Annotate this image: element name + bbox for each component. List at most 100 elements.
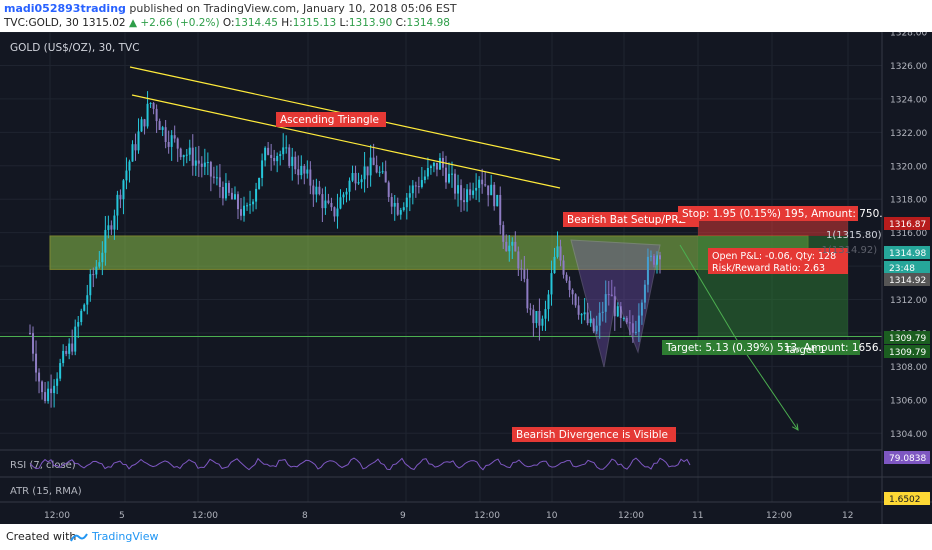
time-axis[interactable]: 12:00 5 12:00 8 9 12:00 10 12:00 11 12:00 12 <box>44 511 853 521</box>
trendline-lower <box>131 94 561 189</box>
bat-pattern <box>570 239 661 368</box>
chart-area[interactable]: Ascending Triangle Bearish Bat Setup/PRZ B… <box>0 29 932 524</box>
price-axis[interactable]: 1304.001306.001308.001310.001312.001314.… <box>881 29 932 524</box>
candle-body <box>122 180 125 200</box>
x-tick-label: 12 <box>842 511 853 521</box>
candle-body <box>264 147 267 161</box>
candle-body <box>646 256 649 285</box>
publication-line: madi052893trading published on TradingVi… <box>4 2 457 15</box>
candle-body <box>556 246 559 257</box>
y-tick-label: 1328.00 <box>890 32 927 39</box>
candle-body <box>318 186 321 195</box>
candle-body <box>53 385 56 394</box>
candle-body <box>559 246 562 261</box>
candle-body <box>375 164 378 173</box>
y-tick-label: 1308.00 <box>890 363 927 373</box>
chart-svg[interactable]: Ascending Triangle Bearish Bat Setup/PRZ B… <box>0 29 932 524</box>
candle-body <box>535 310 538 324</box>
candle-body <box>158 121 161 130</box>
candle-body <box>218 177 221 187</box>
candle-body <box>414 185 417 187</box>
candle-body <box>652 255 655 265</box>
candle-body <box>92 274 95 276</box>
price-tag <box>884 246 930 259</box>
candle-body <box>649 255 652 257</box>
candle-body <box>432 162 435 167</box>
candle-body <box>333 207 336 217</box>
candle-body <box>182 155 185 158</box>
candle-body <box>297 169 300 176</box>
x-tick-label: 12:00 <box>192 511 218 521</box>
candle-body <box>47 388 50 402</box>
candle-body <box>209 162 212 177</box>
candle-body <box>306 169 309 174</box>
candle-body <box>68 343 71 354</box>
stop-label: Stop: 1.95 (0.15%) 195, Amount: 750.4 <box>682 208 890 220</box>
tradingview-logo-icon <box>70 533 88 542</box>
candle-body <box>249 204 252 206</box>
candle-body <box>655 255 658 265</box>
candle-body <box>438 157 441 170</box>
candle-body <box>273 157 276 162</box>
x-tick-label: 12:00 <box>44 511 70 521</box>
candle-body <box>131 144 134 162</box>
candle-body <box>95 266 98 275</box>
drawings-layer: Ascending Triangle Bearish Bat Setup/PRZ B… <box>129 66 896 442</box>
candle-body <box>65 350 68 354</box>
candle-body <box>378 171 381 173</box>
candle-body <box>384 171 387 183</box>
candle-body <box>595 325 598 332</box>
candle-body <box>188 147 191 155</box>
author-link[interactable]: madi052893trading <box>4 2 126 15</box>
candle-body <box>243 205 246 216</box>
candle-body <box>74 326 77 352</box>
symbol-ohlc-line: TVC:GOLD, 30 1315.02 ▲ +2.66 (+0.2%) O:1… <box>4 17 450 29</box>
rsi-value-tag <box>884 451 930 464</box>
x-tick-label: 12:00 <box>618 511 644 521</box>
candle-body <box>423 176 426 181</box>
atr-value-tag <box>884 492 930 505</box>
arrow-segment <box>679 244 736 338</box>
candle-body <box>261 160 264 178</box>
candle-body <box>267 147 270 155</box>
candle-body <box>360 179 363 183</box>
x-tick-label: 12:00 <box>766 511 792 521</box>
candle-body <box>194 160 197 166</box>
candle-body <box>336 208 339 217</box>
candle-body <box>86 295 89 305</box>
candle-body <box>454 173 457 194</box>
candle-body <box>616 306 619 317</box>
candle-body <box>104 229 107 253</box>
candle-body <box>405 197 408 208</box>
candle-body <box>330 202 333 208</box>
ascending-triangle-label-box <box>276 112 386 127</box>
candle-body <box>71 343 74 352</box>
candle-body <box>523 269 526 279</box>
price-tag-text: 1309.79 <box>889 334 926 344</box>
candle-body <box>387 182 390 198</box>
tradingview-brand[interactable]: TradingView <box>92 530 159 543</box>
y-tick-label: 1320.00 <box>890 162 927 172</box>
ascending-triangle-label: Ascending Triangle <box>280 114 379 126</box>
candle-body <box>62 350 65 364</box>
candle-body <box>613 296 616 317</box>
candle-body <box>149 102 152 104</box>
price-tag <box>884 261 930 274</box>
candle-body <box>113 215 116 230</box>
y-tick-label: 1306.00 <box>890 396 927 406</box>
candle-body <box>44 392 47 402</box>
candle-body <box>77 322 80 327</box>
candle-body <box>541 318 544 326</box>
candle-body <box>35 353 38 373</box>
candle-body <box>146 103 149 127</box>
y-tick-label: 1316.00 <box>890 229 927 239</box>
candle-body <box>206 162 209 164</box>
atr-label: ATR (15, RMA) <box>10 486 82 497</box>
low-value: 1313.90 <box>348 17 393 29</box>
stop-zone <box>698 218 848 236</box>
candle-body <box>137 131 140 151</box>
target-label: Target: 5.13 (0.39%) 513, Amount: 1656.6… <box>665 342 896 354</box>
close-value: 1314.98 <box>406 17 450 29</box>
price-tag <box>884 273 930 286</box>
candle-body <box>568 280 571 290</box>
